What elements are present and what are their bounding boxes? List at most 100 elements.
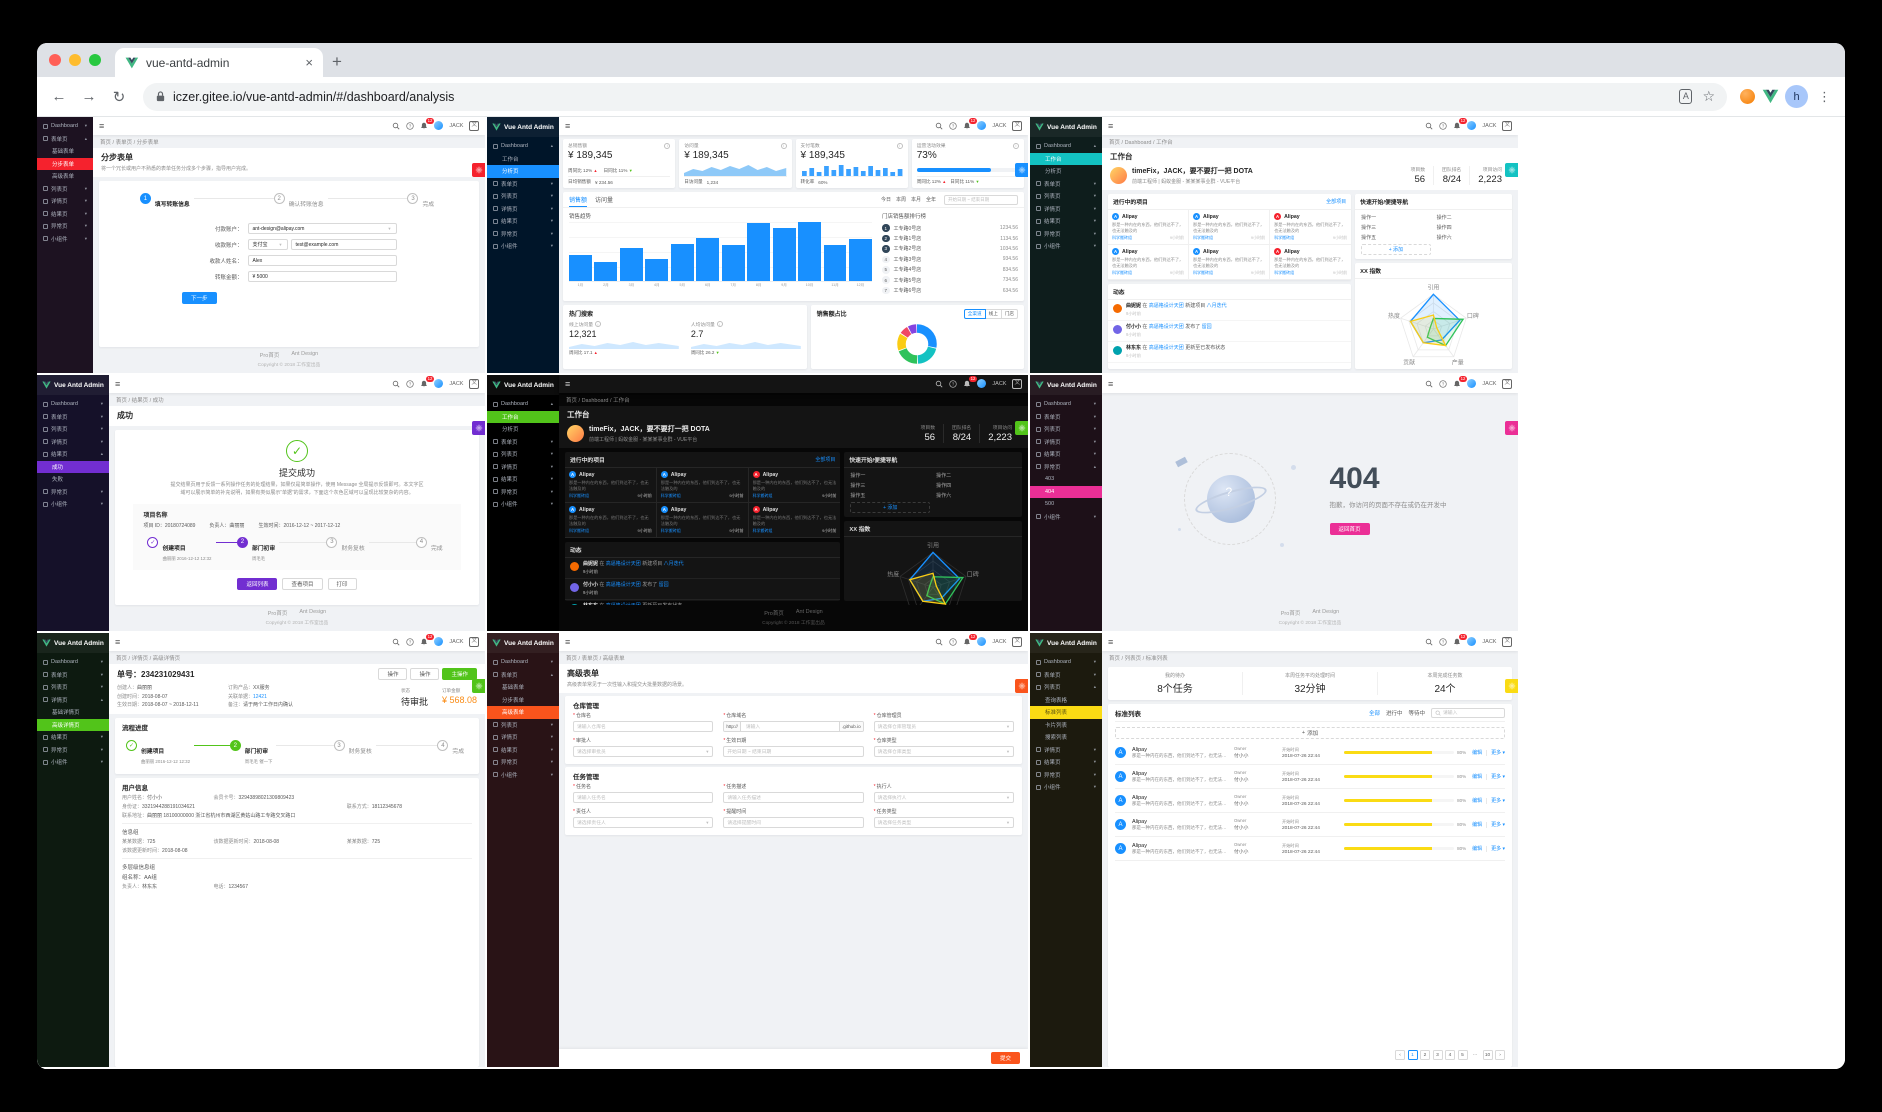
bookmark-star-icon[interactable]: ☆ [1702, 88, 1715, 104]
page-10[interactable]: 10 [1482, 1050, 1493, 1060]
责任人-select[interactable]: 请选择责任人 ▼ [573, 816, 714, 828]
sidebar-item-小组件[interactable]: 小组件 ▾ [487, 498, 559, 511]
sidebar-item-失败[interactable]: 失败 [52, 477, 64, 484]
sidebar-item-详情页[interactable]: 详情页 ▾ [487, 731, 559, 744]
app-logo[interactable]: Vue Antd Admin [1030, 633, 1102, 653]
range-全年[interactable]: 全年 [925, 197, 936, 203]
theme-settings-handle[interactable] [1015, 163, 1028, 177]
question-icon[interactable]: ? [949, 380, 958, 388]
转账金额-input[interactable]: ¥ 5000 [247, 271, 397, 282]
feed-group-link[interactable]: 高逼格设计天团 [605, 561, 641, 567]
app-logo[interactable]: Vue Antd Admin [1030, 375, 1102, 395]
vue-devtools-extension-icon[interactable] [1762, 88, 1779, 105]
sidebar-item-列表页[interactable]: 列表页 ▾ [37, 681, 109, 694]
sidebar-item-小组件[interactable]: 小组件 ▾ [37, 498, 109, 511]
app-logo[interactable]: Vue Antd Admin [37, 633, 109, 653]
project-card[interactable]: A Alipay 那是一种内在的东西，他们到达不了，也无法触及的 科学搬砖组 9小时前 [656, 503, 749, 538]
menu-fold-icon[interactable]: ≡ [1108, 637, 1114, 647]
project-card[interactable]: A Alipay 那是一种内在的东西，他们到达不了，也无法触及的 科学搬砖组 9小时前 [1270, 210, 1352, 245]
feed-target-link[interactable]: 留园 [1201, 324, 1212, 330]
team-link[interactable]: 科学搬砖组 [1274, 270, 1295, 275]
sidebar-item-分析页[interactable]: 分析页 [487, 165, 559, 178]
project-card[interactable]: A Alipay 那是一种内在的东西，他们到达不了，也无法触及的 科学搬砖组 9小时前 [1108, 245, 1190, 280]
footer-link[interactable]: Pro首页 [259, 353, 280, 359]
all-projects-link[interactable]: 全部项目 [815, 457, 836, 463]
user-avatar[interactable] [1467, 379, 1477, 389]
team-link[interactable]: 科学搬砖组 [660, 493, 681, 498]
date-range-picker[interactable]: 开始日期 ~ 结束日期 [944, 194, 1018, 205]
next-page-button[interactable]: › [1495, 1050, 1505, 1060]
sidebar-item-异常页[interactable]: 异常页 ▾ [37, 220, 93, 233]
quick-action-操作六[interactable]: 操作六 [936, 493, 952, 499]
打印-button[interactable]: 打印 [327, 577, 357, 590]
feed-target-link[interactable]: 八月迭代 [1206, 303, 1227, 309]
notifications-bell-icon[interactable]: 12 [1453, 375, 1468, 388]
theme-settings-handle[interactable] [472, 421, 485, 435]
theme-settings-handle[interactable] [1505, 679, 1518, 693]
quick-action-操作二[interactable]: 操作二 [1436, 215, 1452, 221]
收款人姓名-input[interactable]: Alex [247, 255, 397, 266]
project-card[interactable]: A Alipay 那是一种内在的东西，他们到达不了，也无法触及的 科学搬砖组 9小时前 [1108, 210, 1190, 245]
page-1[interactable]: 1 [1407, 1050, 1418, 1060]
page-3[interactable]: 3 [1432, 1050, 1443, 1060]
footer-link[interactable]: Ant Design [299, 609, 327, 615]
question-icon[interactable]: ? [406, 122, 415, 130]
sidebar-item-异常页[interactable]: 异常页 ▾ [1030, 228, 1102, 241]
sidebar-item-基础表单[interactable]: 基础表单 [52, 149, 75, 156]
search-icon[interactable] [935, 122, 943, 130]
edit-link[interactable]: 编辑 [1472, 774, 1483, 780]
sidebar-item-小组件[interactable]: 小组件 ▾ [1030, 781, 1102, 794]
more-link[interactable]: 更多 ▾ [1491, 846, 1505, 852]
notifications-bell-icon[interactable]: 12 [963, 375, 978, 388]
sidebar-item-小组件[interactable]: 小组件 ▾ [487, 240, 559, 253]
任务类型-select[interactable]: 请选择任务类型 ▼ [873, 816, 1014, 828]
tab-全部[interactable]: 全部 [1368, 710, 1380, 717]
submit-button[interactable]: 提交 [990, 1052, 1020, 1064]
生效日期-date-picker[interactable]: 开始日期 ~ 结束日期 [723, 745, 864, 757]
app-logo[interactable]: Vue Antd Admin [487, 633, 559, 653]
sidebar-item-Dashboard[interactable]: Dashboard ▴ [487, 398, 559, 411]
sidebar-item-列表页[interactable]: 列表页 ▾ [487, 190, 559, 203]
notifications-bell-icon[interactable]: 12 [420, 375, 435, 388]
question-icon[interactable]: ? [406, 638, 415, 646]
sidebar-item-表单页[interactable]: 表单页 ▾ [37, 669, 109, 682]
sidebar-item-异常页[interactable]: 异常页 ▾ [1030, 769, 1102, 782]
close-button[interactable] [49, 54, 61, 66]
translate-icon[interactable]: 文 [1012, 379, 1022, 389]
quick-action-操作二[interactable]: 操作二 [936, 473, 952, 479]
project-card[interactable]: A Alipay 那是一种内在的东西，他们到达不了，也无法触及的 科学搬砖组 9小时前 [656, 468, 749, 503]
edit-link[interactable]: 编辑 [1472, 798, 1483, 804]
提醒时间-date-picker[interactable]: 请选择提醒时间 [723, 816, 864, 828]
app-logo[interactable]: Vue Antd Admin [37, 375, 109, 395]
sidebar-item-详情页[interactable]: 详情页 ▾ [37, 195, 93, 208]
sidebar-item-分析页[interactable]: 分析页 [502, 427, 519, 434]
project-card[interactable]: A Alipay 那是一种内在的东西，他们到达不了，也无法触及的 科学搬砖组 9小时前 [1189, 210, 1271, 245]
sidebar-item-异常页[interactable]: 异常页 ▾ [487, 486, 559, 499]
user-avatar[interactable] [1467, 637, 1477, 647]
team-link[interactable]: 科学搬砖组 [1112, 235, 1132, 240]
sidebar-item-列表页[interactable]: 列表页 ▾ [487, 448, 559, 461]
收款账户-type-select[interactable]: 支付宝 ▼ [247, 239, 288, 250]
next-step-button[interactable]: 下一步 [182, 292, 217, 304]
sidebar-item-详情页[interactable]: 详情页 ▾ [37, 436, 109, 449]
执行人-select[interactable]: 请选择执行人 ▼ [873, 791, 1014, 803]
返回列表-button[interactable]: 返回列表 [237, 577, 278, 590]
sidebar-item-高级详情页[interactable]: 高级详情页 [37, 718, 109, 731]
sidebar-item-结果页[interactable]: 结果页 ▴ [37, 448, 109, 461]
sidebar-item-小组件[interactable]: 小组件 ▾ [1030, 511, 1102, 524]
付款账户-select[interactable]: ant-design@alipay.com ▼ [247, 223, 397, 234]
new-tab-button[interactable]: + [332, 52, 342, 71]
back-home-button[interactable]: 返回首页 [1329, 523, 1370, 535]
team-link[interactable]: 科学搬砖组 [1112, 270, 1132, 275]
translate-icon[interactable]: 文 [1012, 637, 1022, 647]
sidebar-item-查询表格[interactable]: 查询表格 [1045, 697, 1068, 704]
sidebar-item-表单页[interactable]: 表单页 ▾ [37, 411, 109, 424]
team-link[interactable]: 科学搬砖组 [1193, 235, 1214, 240]
sidebar-item-标准列表[interactable]: 标准列表 [1030, 706, 1102, 719]
user-avatar[interactable] [434, 379, 444, 389]
notifications-bell-icon[interactable]: 12 [420, 117, 435, 130]
quick-action-操作一[interactable]: 操作一 [1361, 215, 1377, 221]
team-link[interactable]: 科学搬砖组 [1193, 270, 1214, 275]
edit-link[interactable]: 编辑 [1472, 750, 1483, 756]
sidebar-item-500[interactable]: 500 [1045, 501, 1055, 508]
